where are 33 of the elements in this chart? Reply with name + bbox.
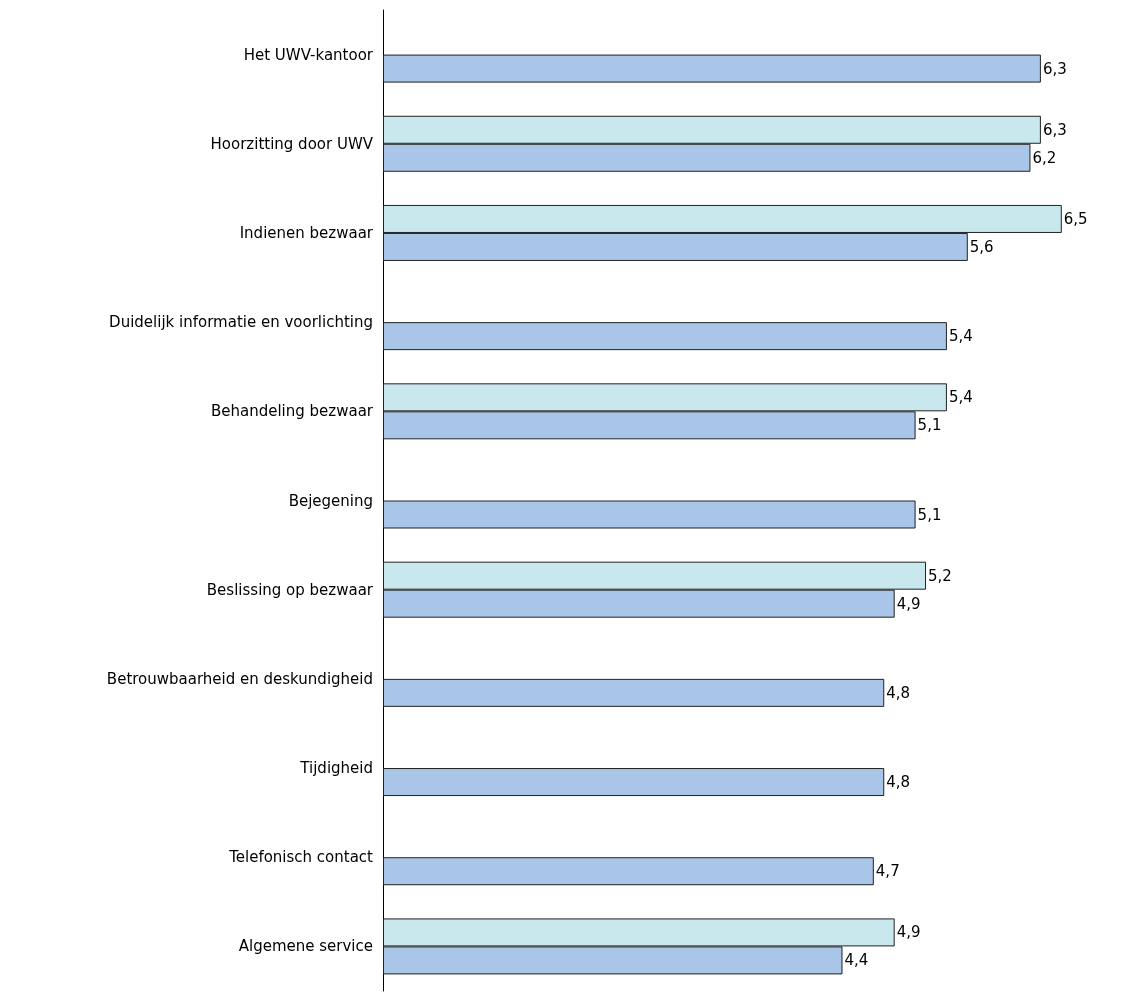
bar xyxy=(383,322,947,351)
data-label: 4,8 xyxy=(886,773,911,792)
data-label: 5,2 xyxy=(928,566,952,585)
bar xyxy=(383,678,885,707)
y-tick-label: Telefonisch contact xyxy=(228,848,374,867)
data-label: 4,8 xyxy=(886,683,911,702)
y-tick-label: Tijdigheid xyxy=(299,759,373,778)
y-tick-label: Algemene service xyxy=(238,937,373,956)
data-label: 5,1 xyxy=(917,416,942,435)
data-label: 6,5 xyxy=(1063,209,1088,228)
data-label: 6,3 xyxy=(1042,59,1067,78)
y-tick-label: Betrouwbaarheid en deskundigheid xyxy=(106,669,373,688)
bar xyxy=(383,857,874,886)
y-tick-label: Duidelijk informatie en voorlichting xyxy=(109,313,373,332)
data-label: 6,3 xyxy=(1042,120,1067,139)
bar xyxy=(383,54,1041,83)
data-label: 5,4 xyxy=(948,327,973,346)
data-label: 4,4 xyxy=(844,951,869,970)
y-tick-label: Hoorzitting door UWV xyxy=(210,134,374,153)
bar xyxy=(383,768,885,797)
data-label: 5,1 xyxy=(917,505,942,524)
y-tick-label: Indienen bezwaar xyxy=(239,223,374,242)
data-label: 6,2 xyxy=(1032,148,1057,167)
data-label: 5,4 xyxy=(948,388,973,407)
y-tick-label: Beslissing op bezwaar xyxy=(206,580,374,599)
data-label: 5,6 xyxy=(969,237,994,256)
y-tick-label: Het UWV-kantoor xyxy=(243,45,374,64)
data-label: 4,9 xyxy=(896,923,921,942)
bar xyxy=(383,500,916,529)
data-label: 4,9 xyxy=(896,594,921,613)
y-tick-label: Bejegening xyxy=(288,491,373,510)
y-tick-label: Behandeling bezwaar xyxy=(210,402,374,421)
data-label: 4,7 xyxy=(875,862,900,881)
